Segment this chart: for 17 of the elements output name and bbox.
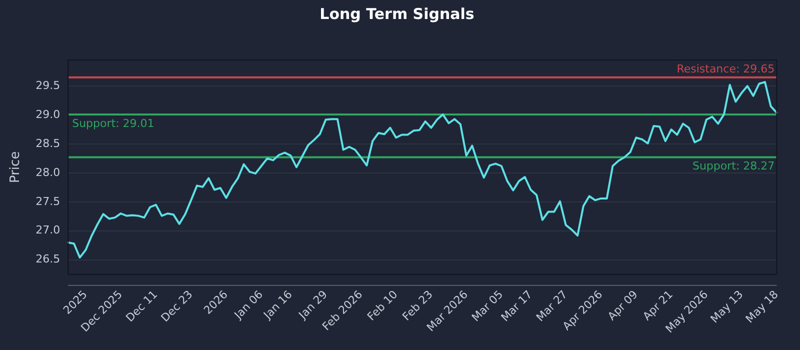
y-tick-label: 28.0 xyxy=(36,166,60,179)
x-tick-label: Dec 23 xyxy=(158,288,196,325)
x-tick-label: Jan 16 xyxy=(260,288,295,322)
y-tick-label: 28.5 xyxy=(36,136,60,150)
x-tick-label: Feb 10 xyxy=(364,288,400,324)
y-tick-label: 27.5 xyxy=(36,194,60,208)
chart-title: Long Term Signals xyxy=(320,4,474,23)
ref-line-label: Support: 29.01 xyxy=(72,116,154,130)
ref-line-label: Resistance: 29.65 xyxy=(676,62,775,76)
y-axis-title: Price xyxy=(8,151,24,184)
x-tick-label: Dec 11 xyxy=(123,288,160,325)
y-tick-label: 27.0 xyxy=(36,224,60,237)
y-tick-label: 29.0 xyxy=(36,108,60,121)
y-tick-label: 26.5 xyxy=(36,252,60,266)
x-tick-label: Apr 09 xyxy=(605,288,640,323)
y-tick-label: 29.5 xyxy=(36,78,60,92)
ref-line-label: Support: 28.27 xyxy=(692,160,775,173)
